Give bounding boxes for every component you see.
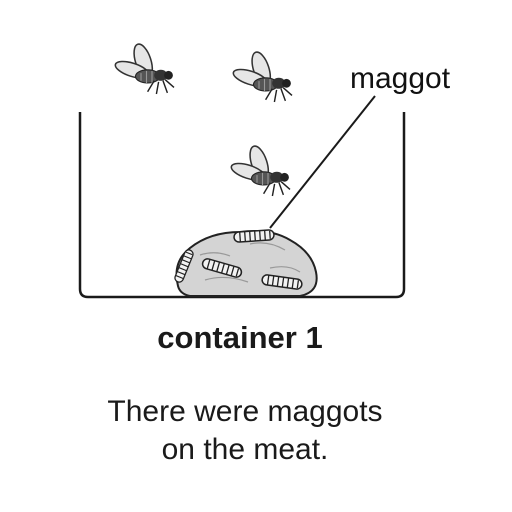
- label-maggot: maggot: [350, 62, 451, 95]
- caption: There were maggots on the meat.: [0, 393, 490, 469]
- caption-line-2: on the meat.: [161, 433, 329, 466]
- container-title: container 1: [157, 320, 323, 355]
- caption-line-1: There were maggots: [107, 395, 383, 428]
- fly-icon: [230, 49, 293, 103]
- fly-icon: [228, 143, 291, 197]
- maggot-icon: [232, 228, 276, 244]
- fly-icon: [112, 41, 175, 95]
- label-pointer-line: [269, 95, 376, 229]
